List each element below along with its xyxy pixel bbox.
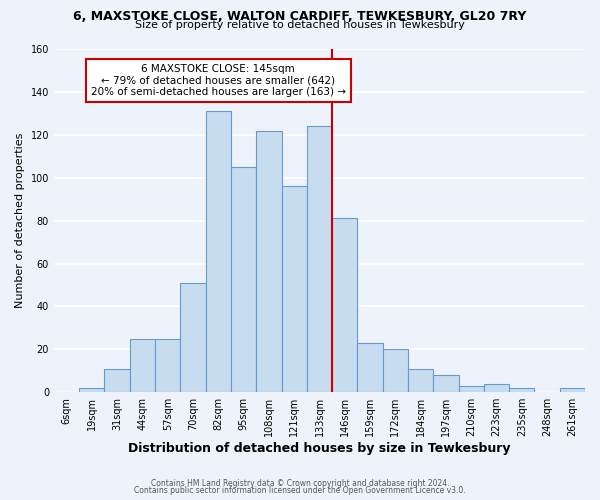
Text: Size of property relative to detached houses in Tewkesbury: Size of property relative to detached ho… xyxy=(135,20,465,30)
Text: Contains HM Land Registry data © Crown copyright and database right 2024.: Contains HM Land Registry data © Crown c… xyxy=(151,478,449,488)
Text: Contains public sector information licensed under the Open Government Licence v3: Contains public sector information licen… xyxy=(134,486,466,495)
Bar xyxy=(281,186,307,392)
Bar xyxy=(155,338,181,392)
Bar xyxy=(130,338,155,392)
Bar xyxy=(104,368,130,392)
Bar xyxy=(509,388,535,392)
Bar xyxy=(358,343,383,392)
Bar xyxy=(307,126,332,392)
Text: 6 MAXSTOKE CLOSE: 145sqm
← 79% of detached houses are smaller (642)
20% of semi-: 6 MAXSTOKE CLOSE: 145sqm ← 79% of detach… xyxy=(91,64,346,97)
Bar xyxy=(206,111,231,392)
Bar xyxy=(256,130,281,392)
X-axis label: Distribution of detached houses by size in Tewkesbury: Distribution of detached houses by size … xyxy=(128,442,511,455)
Text: 6, MAXSTOKE CLOSE, WALTON CARDIFF, TEWKESBURY, GL20 7RY: 6, MAXSTOKE CLOSE, WALTON CARDIFF, TEWKE… xyxy=(73,10,527,23)
Bar xyxy=(79,388,104,392)
Bar xyxy=(408,368,433,392)
Bar xyxy=(433,375,458,392)
Y-axis label: Number of detached properties: Number of detached properties xyxy=(15,133,25,308)
Bar xyxy=(458,386,484,392)
Bar xyxy=(383,350,408,392)
Bar xyxy=(181,283,206,392)
Bar xyxy=(332,218,358,392)
Bar xyxy=(231,167,256,392)
Bar xyxy=(484,384,509,392)
Bar xyxy=(560,388,585,392)
